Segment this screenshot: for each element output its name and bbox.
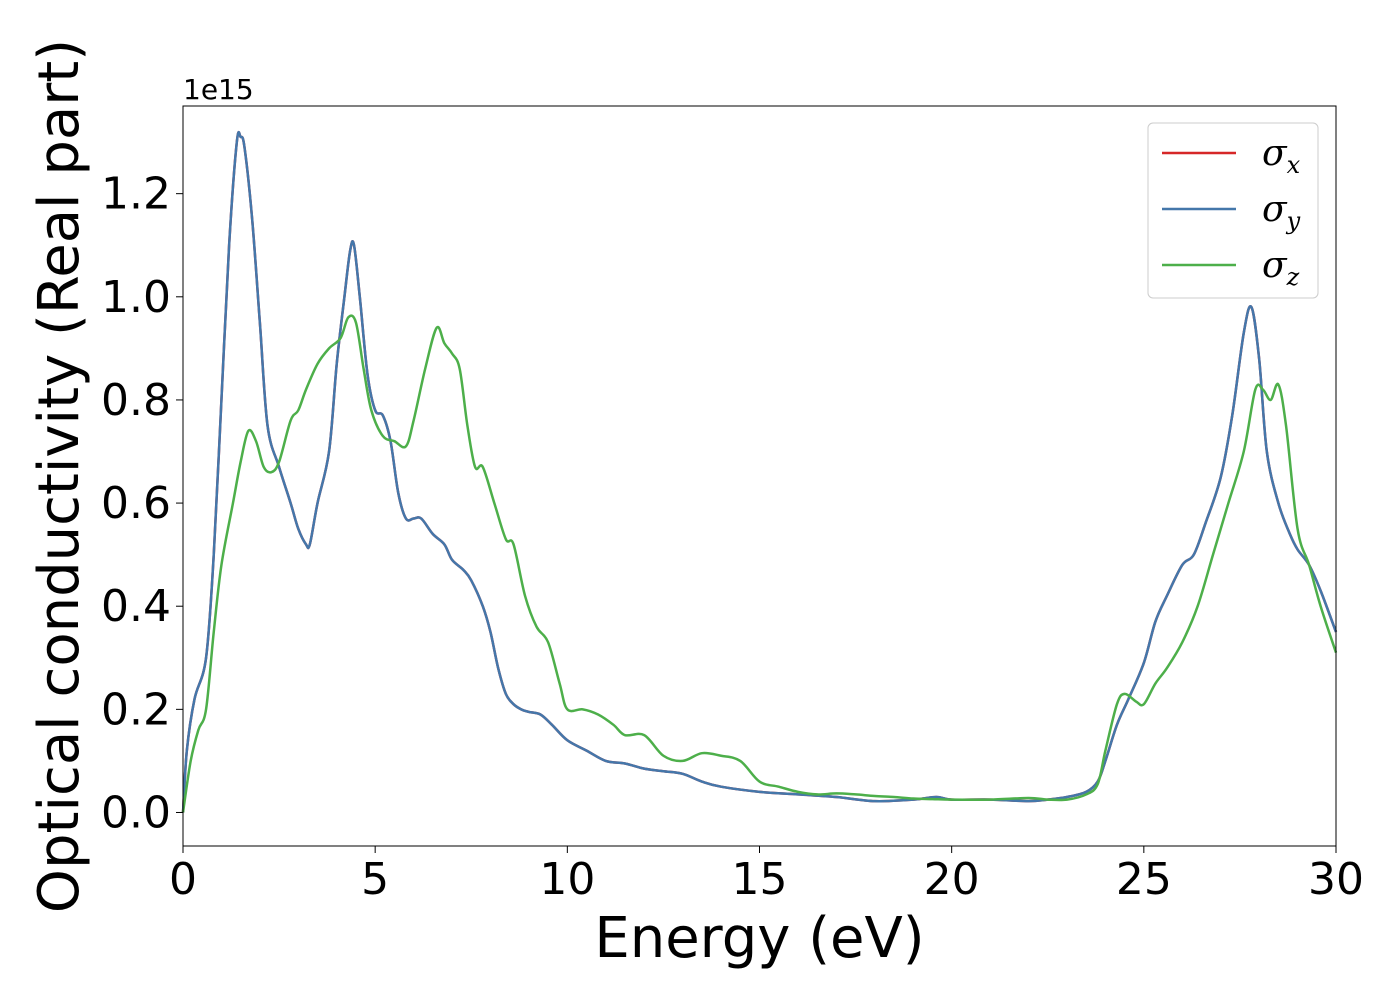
- x-tick-label: 30: [1308, 854, 1364, 905]
- series-line-σz: [181, 314, 1338, 813]
- y-axis-ticks: 0.0 0.2 0.4 0.6 0.8 1.0 1.2: [101, 169, 183, 838]
- x-tick-label: 20: [924, 854, 980, 905]
- y-offset-label: 1e15: [183, 73, 254, 106]
- y-tick-label: 1.2: [101, 169, 171, 220]
- x-axis-title: Energy (eV): [594, 906, 924, 971]
- y-tick-label: 0.2: [101, 684, 171, 735]
- x-tick-label: 10: [539, 854, 595, 905]
- x-tick-label: 25: [1116, 854, 1172, 905]
- y-tick-label: 0.6: [101, 478, 171, 529]
- series-layer: [181, 131, 1338, 813]
- y-tick-label: 0.0: [101, 787, 171, 838]
- x-tick-label: 5: [361, 854, 389, 905]
- legend-box: [1147, 122, 1319, 299]
- y-axis-title: Optical conductivity (Real part): [27, 39, 92, 913]
- x-tick-label: 0: [169, 854, 197, 905]
- y-tick-label: 0.8: [101, 375, 171, 426]
- y-tick-label: 0.4: [101, 581, 171, 632]
- y-tick-label: 1.0: [101, 272, 171, 323]
- series-line-σy: [181, 131, 1338, 813]
- x-axis-ticks: 0 5 10 15 20 25 30: [169, 846, 1364, 905]
- x-tick-label: 15: [732, 854, 788, 905]
